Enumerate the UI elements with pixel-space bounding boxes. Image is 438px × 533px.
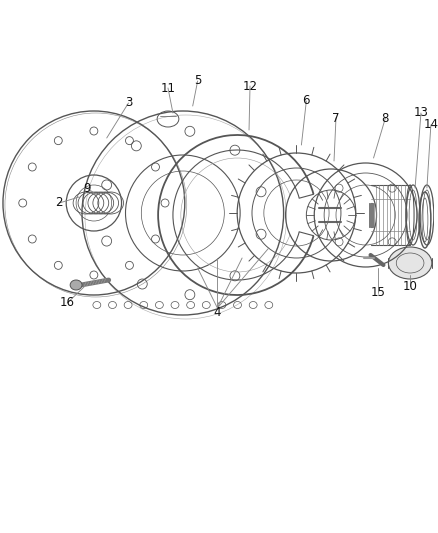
Text: 12: 12	[242, 79, 257, 93]
Text: 13: 13	[413, 107, 427, 119]
Text: 2: 2	[56, 197, 63, 209]
Text: 5: 5	[194, 75, 201, 87]
Text: 7: 7	[332, 111, 339, 125]
Ellipse shape	[70, 280, 82, 290]
Text: 11: 11	[160, 82, 175, 94]
Text: 8: 8	[381, 111, 388, 125]
Text: 16: 16	[60, 296, 74, 310]
Text: 4: 4	[213, 306, 221, 319]
Text: 14: 14	[422, 118, 438, 132]
Text: 6: 6	[302, 94, 309, 108]
Text: 10: 10	[402, 279, 417, 293]
Text: 3: 3	[124, 96, 132, 109]
Text: 9: 9	[83, 182, 91, 195]
Ellipse shape	[388, 247, 431, 279]
Text: 15: 15	[370, 287, 385, 300]
